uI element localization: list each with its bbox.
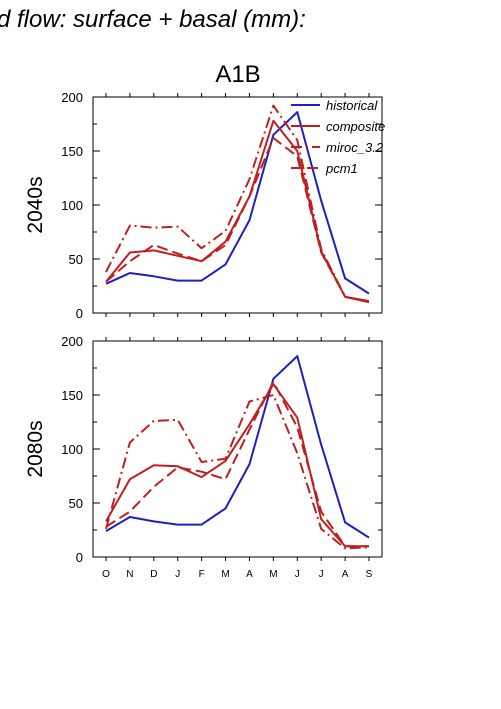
scenario-title: A1B bbox=[215, 61, 260, 88]
x-tick-label: A bbox=[342, 569, 349, 580]
plot-frame bbox=[92, 340, 383, 558]
series-line-historical bbox=[105, 111, 370, 295]
y-axis-label: 2040s bbox=[24, 176, 47, 233]
legend-label-pcm1: pcm1 bbox=[325, 161, 358, 176]
y-axis-label: 2080s bbox=[24, 420, 47, 477]
legend: historical composite miroc_3.2 pcm1 bbox=[291, 98, 385, 176]
x-tick-label: M bbox=[221, 569, 229, 580]
x-tick-label: M bbox=[269, 569, 277, 580]
legend-label-composite: composite bbox=[326, 119, 385, 134]
x-tick-label: D bbox=[150, 569, 157, 580]
x-tick-label: F bbox=[199, 569, 205, 580]
series-line-pcm1 bbox=[105, 137, 370, 304]
y-tick-label: 0 bbox=[76, 550, 83, 565]
y-tick-label: 150 bbox=[61, 144, 83, 159]
figure-header: d flow: surface + basal (mm): bbox=[0, 6, 306, 33]
x-tick-label: J bbox=[319, 569, 324, 580]
series-line-miroc-3-2 bbox=[105, 104, 370, 304]
panel-2040s: 0 50 100 150 200 2040s bbox=[24, 90, 383, 321]
series-line-pcm1 bbox=[105, 381, 369, 548]
y-tick-label: 50 bbox=[69, 496, 83, 511]
x-tick-label: J bbox=[295, 569, 300, 580]
x-tick-label: J bbox=[175, 569, 180, 580]
legend-label-historical: historical bbox=[326, 98, 378, 113]
y-tick-label: 0 bbox=[76, 306, 83, 321]
y-tick-label: 200 bbox=[61, 334, 83, 349]
y-tick-label: 200 bbox=[61, 90, 83, 105]
panel-2080s: 0 50 100 150 200 O N D J F M A M J J A S 2080s bbox=[24, 334, 383, 580]
y-tick-label: 50 bbox=[69, 252, 83, 267]
x-tick-label: N bbox=[126, 569, 133, 580]
series-line-composite bbox=[105, 383, 369, 548]
y-tick-label: 100 bbox=[61, 442, 83, 457]
series-line-historical bbox=[105, 355, 370, 539]
y-tick-label: 150 bbox=[61, 388, 83, 403]
legend-label-miroc: miroc_3.2 bbox=[326, 140, 384, 155]
x-tick-label: O bbox=[102, 569, 110, 580]
x-tick-label: A bbox=[246, 569, 253, 580]
y-tick-label: 100 bbox=[61, 198, 83, 213]
x-tick-label: S bbox=[366, 569, 373, 580]
